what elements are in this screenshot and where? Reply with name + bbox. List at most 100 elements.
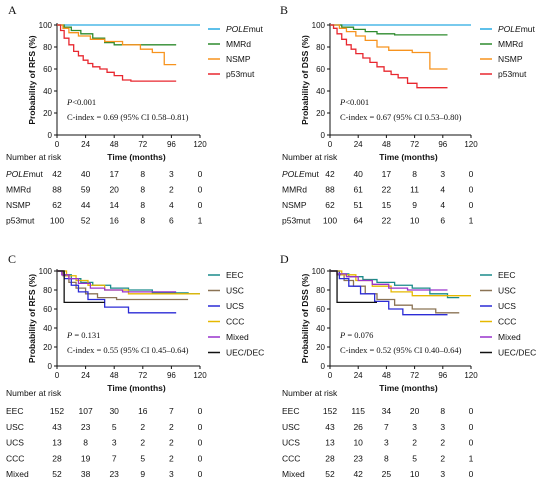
y-tick-label: 60 <box>316 305 325 314</box>
legend-entry: EEC <box>226 270 243 280</box>
legend-entry: CCC <box>498 317 516 327</box>
risk-count: 15 <box>382 200 392 210</box>
legend-entry: UCS <box>498 301 516 311</box>
legend-entry: p53mut <box>498 69 527 79</box>
risk-count: 10 <box>353 438 363 448</box>
risk-count: 0 <box>469 169 474 179</box>
y-tick-label: 100 <box>312 21 326 30</box>
risk-count: 7 <box>112 453 117 463</box>
risk-count: 8 <box>83 438 88 448</box>
risk-count: 2 <box>169 438 174 448</box>
x-tick-label: 24 <box>81 371 90 380</box>
x-tick-label: 120 <box>193 140 207 149</box>
risk-count: 4 <box>169 200 174 210</box>
risk-label-italic: POLE <box>282 169 305 179</box>
risk-count: 22 <box>382 216 392 226</box>
series-line-ccc <box>330 270 471 297</box>
y-tick-label: 80 <box>316 43 325 52</box>
risk-count: 0 <box>169 485 174 487</box>
risk-count: 1 <box>198 216 203 226</box>
risk-count: 16 <box>138 406 148 416</box>
risk-count: 8 <box>140 200 145 210</box>
series-line-ucs <box>330 270 448 316</box>
y-tick-label: 60 <box>43 305 52 314</box>
x-tick-label: 24 <box>354 140 363 149</box>
y-tick-label: 20 <box>316 343 325 352</box>
risk-count: 23 <box>109 469 119 479</box>
legend-entry: USC <box>226 286 244 296</box>
y-axis-label: Probability of DSS (%) <box>300 35 310 125</box>
risk-count: 0 <box>112 485 117 487</box>
risk-row-label: MMRd <box>6 185 31 195</box>
legend-entry: EEC <box>498 270 515 280</box>
risk-count: 0 <box>440 485 445 487</box>
risk-count: 0 <box>198 169 203 179</box>
risk-count: 100 <box>50 216 64 226</box>
risk-count: 5 <box>112 422 117 432</box>
legend-rest-part: mut <box>249 24 264 34</box>
series-line-mixed <box>330 270 448 291</box>
risk-table-title: Number at risk <box>282 152 338 162</box>
c-index: C-index = 0.67 (95% CI 0.53–0.80) <box>340 112 462 122</box>
risk-row-label: p53mut <box>6 216 35 226</box>
x-tick-label: 120 <box>193 371 207 380</box>
risk-row-label: USC <box>6 422 24 432</box>
risk-count: 43 <box>325 422 335 432</box>
risk-count: 28 <box>52 453 62 463</box>
p-value: P<0.001 <box>339 97 369 107</box>
risk-count: 14 <box>109 200 119 210</box>
legend-entry: p53mut <box>226 69 255 79</box>
legend-entry: NSMP <box>498 54 523 64</box>
risk-count: 3 <box>328 485 333 487</box>
risk-count: 4 <box>440 200 445 210</box>
risk-count: 8 <box>384 453 389 463</box>
risk-row-label: CCC <box>282 453 300 463</box>
panel-letter: A <box>8 3 17 17</box>
x-tick-label: 96 <box>167 371 176 380</box>
risk-count: 62 <box>52 200 62 210</box>
y-tick-label: 100 <box>39 267 53 276</box>
x-tick-label: 24 <box>354 371 363 380</box>
risk-count: 40 <box>81 169 91 179</box>
risk-count: 0 <box>198 438 203 448</box>
risk-count: 30 <box>109 406 119 416</box>
risk-count: 42 <box>325 169 335 179</box>
x-axis-label: Time (months) <box>107 152 166 162</box>
risk-count: 22 <box>382 185 392 195</box>
y-axis-label: Probability of RFS (%) <box>27 35 37 124</box>
risk-count: 2 <box>440 438 445 448</box>
risk-count: 0 <box>469 485 474 487</box>
risk-count: 51 <box>353 200 363 210</box>
risk-table-title: Number at risk <box>282 388 338 398</box>
risk-count: 107 <box>79 406 93 416</box>
risk-count: 2 <box>140 422 145 432</box>
risk-count: 3 <box>55 485 60 487</box>
risk-table-title: Number at risk <box>6 388 62 398</box>
y-tick-label: 80 <box>43 286 52 295</box>
series-line-mmrd <box>57 24 177 46</box>
legend-entry: UEC/DEC <box>498 348 536 358</box>
risk-count: 59 <box>81 185 91 195</box>
series-line-p53mut <box>330 24 448 89</box>
risk-count: 23 <box>81 422 91 432</box>
risk-row-label: UEC/DEC <box>282 485 320 487</box>
risk-count: 4 <box>440 185 445 195</box>
legend-entry: MMRd <box>498 39 523 49</box>
risk-row-label: UEC/DEC <box>6 485 44 487</box>
risk-count: 5 <box>412 453 417 463</box>
y-axis-label: Probability of RFS (%) <box>27 274 37 363</box>
risk-count: 42 <box>52 169 62 179</box>
p-symbol: P <box>339 97 345 107</box>
legend-rest-part: mut <box>521 24 536 34</box>
risk-count: 7 <box>169 406 174 416</box>
risk-count: 1 <box>469 453 474 463</box>
risk-count: 6 <box>169 216 174 226</box>
risk-count: 2 <box>412 438 417 448</box>
risk-count: 26 <box>353 422 363 432</box>
risk-count: 13 <box>325 438 335 448</box>
legend-entry: Mixed <box>498 332 521 342</box>
legend-entry: POLEmut <box>226 24 263 34</box>
risk-count: 13 <box>52 438 62 448</box>
